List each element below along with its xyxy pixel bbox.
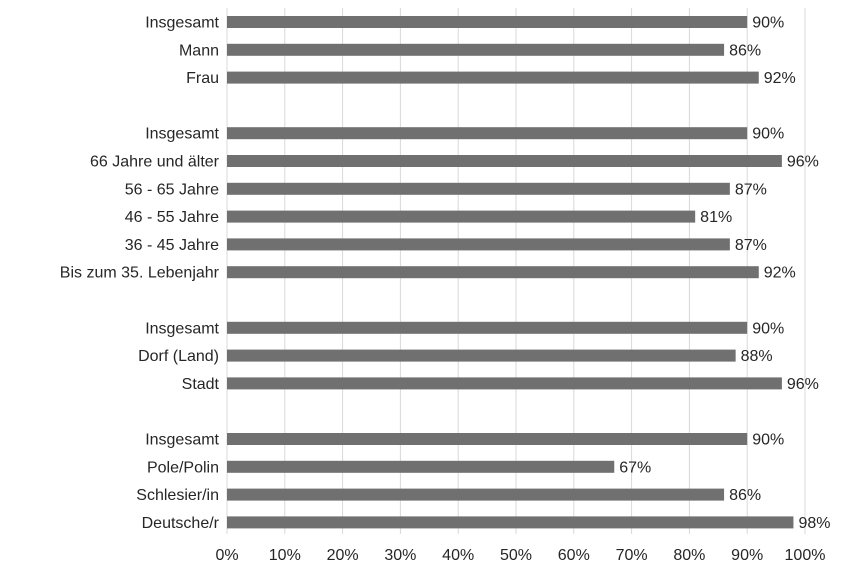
bars [227,16,794,529]
bar-5 [227,155,782,167]
category-label-1: Mann [179,42,219,59]
data-label-9: 92% [764,265,796,282]
x-tick-label-9: 90% [731,547,763,564]
category-label-18: Deutsche/r [142,515,220,532]
data-label-17: 86% [729,487,761,504]
bar-6 [227,182,730,195]
data-label-5: 96% [787,154,819,171]
bar-16 [227,460,615,473]
x-tick-label-1: 10% [269,547,301,564]
category-labels: Insgesamt Mann Frau Insgesamt 66 Jahre und ä… [60,15,220,532]
data-label-18: 98% [798,515,830,532]
data-label-15: 90% [752,432,784,449]
x-tick-label-10: 100% [785,547,826,564]
category-label-5: 66 Jahre und älter [90,154,220,171]
category-label-11: Insgesamt [145,320,219,337]
category-label-12: Dorf (Land) [138,348,219,365]
data-label-4: 90% [752,126,784,143]
x-tick-label-5: 50% [500,547,532,564]
data-label-7: 81% [700,209,732,226]
x-tick-label-6: 60% [558,547,590,564]
x-tick-label-4: 40% [442,547,474,564]
bar-15 [227,433,748,445]
data-labels: 90%86%92%90%96%87%81%87%92%90%88%96%90%6… [619,15,830,532]
data-label-12: 88% [741,348,773,365]
bar-0 [227,16,748,28]
bar-7 [227,210,696,223]
category-label-6: 56 - 65 Jahre [125,181,219,198]
bar-12 [227,349,736,362]
bar-8 [227,238,730,251]
category-label-17: Schlesier/in [136,487,219,504]
bar-11 [227,321,748,334]
bar-13 [227,377,782,390]
bar-4 [227,127,748,140]
category-label-2: Frau [186,70,219,87]
category-label-7: 46 - 55 Jahre [125,209,219,226]
data-label-13: 96% [787,376,819,393]
category-label-13: Stadt [182,376,220,393]
category-label-9: Bis zum 35. Lebenjahr [60,265,220,282]
data-label-1: 86% [729,42,761,59]
data-label-8: 87% [735,237,767,254]
x-tick-label-8: 80% [673,547,705,564]
category-label-4: Insgesamt [145,126,219,143]
category-label-15: Insgesamt [145,432,219,449]
x-tick-label-0: 0% [215,547,238,564]
x-tick-label-2: 20% [327,547,359,564]
bar-2 [227,71,759,84]
bar-17 [227,488,725,501]
bar-18 [227,516,794,529]
bar-9 [227,266,759,279]
x-axis-ticks: 0% 10% 20% 30% 40% 50% 60% 70% 80% 90% 100% [215,547,825,564]
x-tick-label-7: 70% [616,547,648,564]
data-label-6: 87% [735,181,767,198]
data-label-2: 92% [764,70,796,87]
data-label-0: 90% [752,15,784,32]
category-label-0: Insgesamt [145,15,219,32]
category-label-16: Pole/Polin [147,459,219,476]
category-label-8: 36 - 45 Jahre [125,237,219,254]
data-label-16: 67% [619,459,651,476]
x-tick-label-3: 30% [384,547,416,564]
bar-1 [227,43,725,56]
data-label-11: 90% [752,320,784,337]
